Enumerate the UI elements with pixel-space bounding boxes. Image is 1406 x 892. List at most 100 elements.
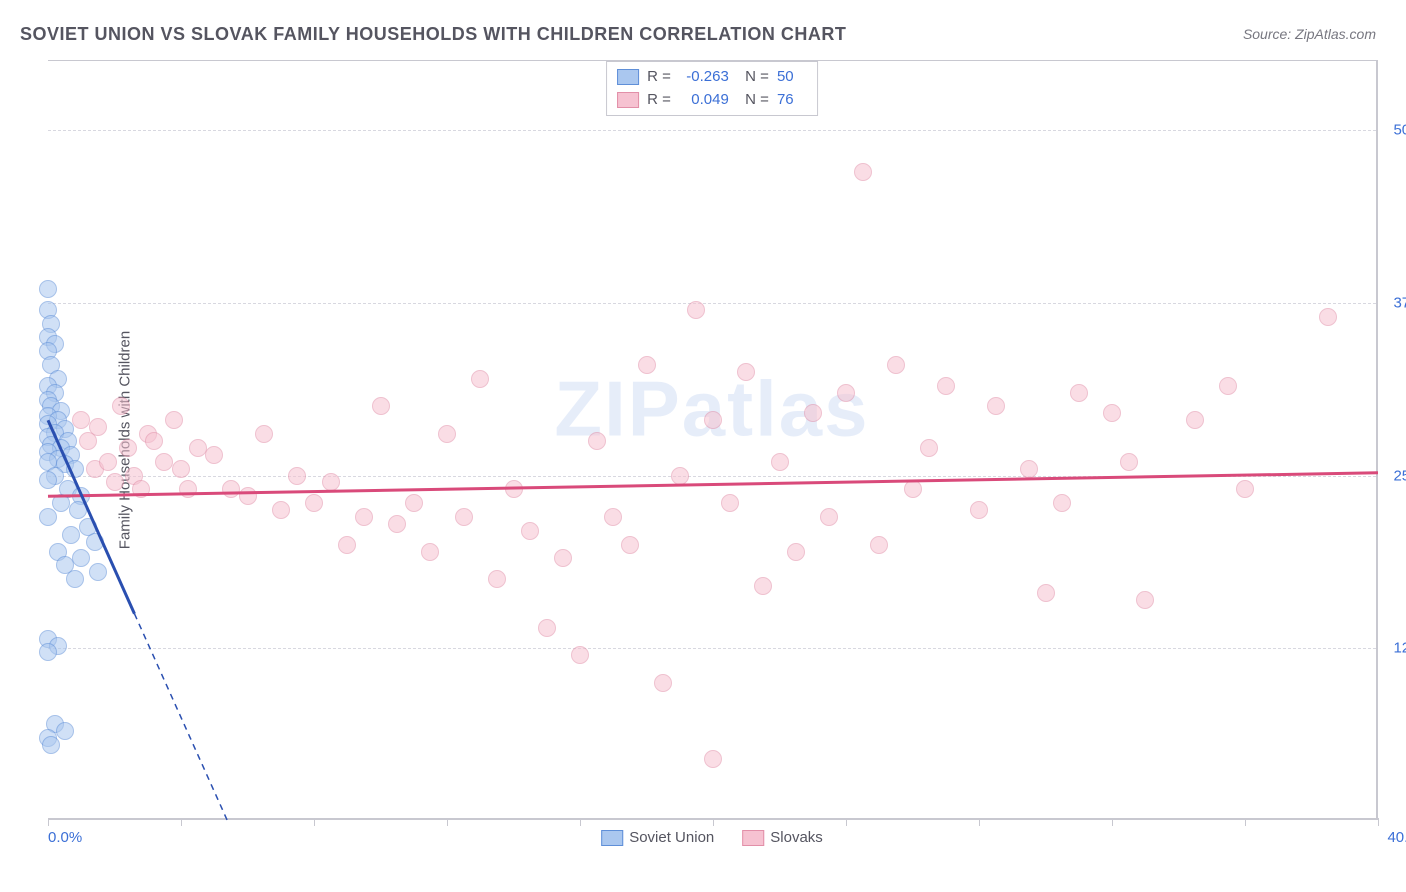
stat-r-label: R = (647, 89, 671, 112)
point-slovak (222, 480, 240, 498)
stat-r-label: R = (647, 66, 671, 89)
point-slovak (538, 619, 556, 637)
y-tick-label: 25.0% (1386, 467, 1406, 484)
x-tick (1378, 818, 1379, 826)
gridline (48, 303, 1376, 304)
point-slovak (987, 397, 1005, 415)
point-slovak (106, 473, 124, 491)
point-slovak (787, 543, 805, 561)
x-axis-min-label: 0.0% (48, 829, 82, 846)
point-slovak (1120, 453, 1138, 471)
stat-r-slovak: 0.049 (679, 89, 729, 112)
x-tick (580, 818, 581, 826)
point-slovak (1236, 480, 1254, 498)
stat-n-label: N = (737, 66, 769, 89)
point-slovak (1136, 591, 1154, 609)
point-slovak (272, 501, 290, 519)
point-slovak (355, 508, 373, 526)
point-slovak (671, 467, 689, 485)
point-slovak (1020, 460, 1038, 478)
point-slovak (621, 536, 639, 554)
point-slovak (737, 363, 755, 381)
legend: Soviet Union Slovaks (601, 829, 823, 846)
stats-row-slovak: R = 0.049 N = 76 (617, 89, 807, 112)
point-slovak (887, 356, 905, 374)
point-soviet (39, 643, 57, 661)
point-slovak (205, 446, 223, 464)
point-slovak (1319, 308, 1337, 326)
gridline (48, 648, 1376, 649)
point-slovak (1103, 404, 1121, 422)
point-slovak (904, 480, 922, 498)
point-slovak (1219, 377, 1237, 395)
point-slovak (455, 508, 473, 526)
point-soviet (69, 501, 87, 519)
point-slovak (255, 425, 273, 443)
point-slovak (571, 646, 589, 664)
point-slovak (145, 432, 163, 450)
legend-label-soviet: Soviet Union (629, 829, 714, 846)
stat-n-soviet: 50 (777, 66, 807, 89)
y-tick-label: 12.5% (1386, 640, 1406, 657)
point-slovak (920, 439, 938, 457)
point-soviet (56, 722, 74, 740)
point-slovak (112, 397, 130, 415)
point-slovak (771, 453, 789, 471)
point-slovak (754, 577, 772, 595)
correlation-stats-box: R = -0.263 N = 50 R = 0.049 N = 76 (606, 61, 818, 116)
point-slovak (305, 494, 323, 512)
point-soviet (72, 549, 90, 567)
point-slovak (338, 536, 356, 554)
x-tick (181, 818, 182, 826)
point-slovak (654, 674, 672, 692)
point-slovak (288, 467, 306, 485)
point-slovak (1070, 384, 1088, 402)
point-slovak (155, 453, 173, 471)
gridline (48, 476, 1376, 477)
point-slovak (471, 370, 489, 388)
point-slovak (72, 411, 90, 429)
stats-row-soviet: R = -0.263 N = 50 (617, 66, 807, 89)
point-soviet (42, 736, 60, 754)
point-slovak (99, 453, 117, 471)
source-attribution: Source: ZipAtlas.com (1243, 26, 1376, 42)
x-tick (979, 818, 980, 826)
point-slovak (554, 549, 572, 567)
point-slovak (704, 750, 722, 768)
y-tick-label: 50.0% (1386, 122, 1406, 139)
x-axis-max-label: 40.0% (1387, 829, 1406, 846)
stat-r-soviet: -0.263 (679, 66, 729, 89)
point-slovak (687, 301, 705, 319)
plot-area: Family Households with Children ZIPatlas… (48, 60, 1378, 820)
point-slovak (322, 473, 340, 491)
x-tick (1112, 818, 1113, 826)
point-slovak (604, 508, 622, 526)
point-soviet (86, 533, 104, 551)
legend-swatch-slovak (742, 830, 764, 846)
stat-n-label: N = (737, 89, 769, 112)
x-tick (48, 818, 49, 826)
point-slovak (870, 536, 888, 554)
point-slovak (421, 543, 439, 561)
swatch-soviet (617, 69, 639, 85)
gridline (48, 130, 1376, 131)
chart-title: SOVIET UNION VS SLOVAK FAMILY HOUSEHOLDS… (20, 24, 846, 45)
point-slovak (588, 432, 606, 450)
point-slovak (704, 411, 722, 429)
legend-label-slovak: Slovaks (770, 829, 823, 846)
trend-lines-layer (48, 61, 1376, 818)
point-slovak (405, 494, 423, 512)
point-slovak (89, 418, 107, 436)
y-tick-label: 37.5% (1386, 294, 1406, 311)
point-slovak (937, 377, 955, 395)
point-slovak (638, 356, 656, 374)
point-slovak (521, 522, 539, 540)
legend-item-soviet: Soviet Union (601, 829, 714, 846)
x-tick (314, 818, 315, 826)
point-slovak (1053, 494, 1071, 512)
point-soviet (39, 471, 57, 489)
x-tick (447, 818, 448, 826)
point-slovak (172, 460, 190, 478)
point-soviet (52, 494, 70, 512)
point-slovak (837, 384, 855, 402)
